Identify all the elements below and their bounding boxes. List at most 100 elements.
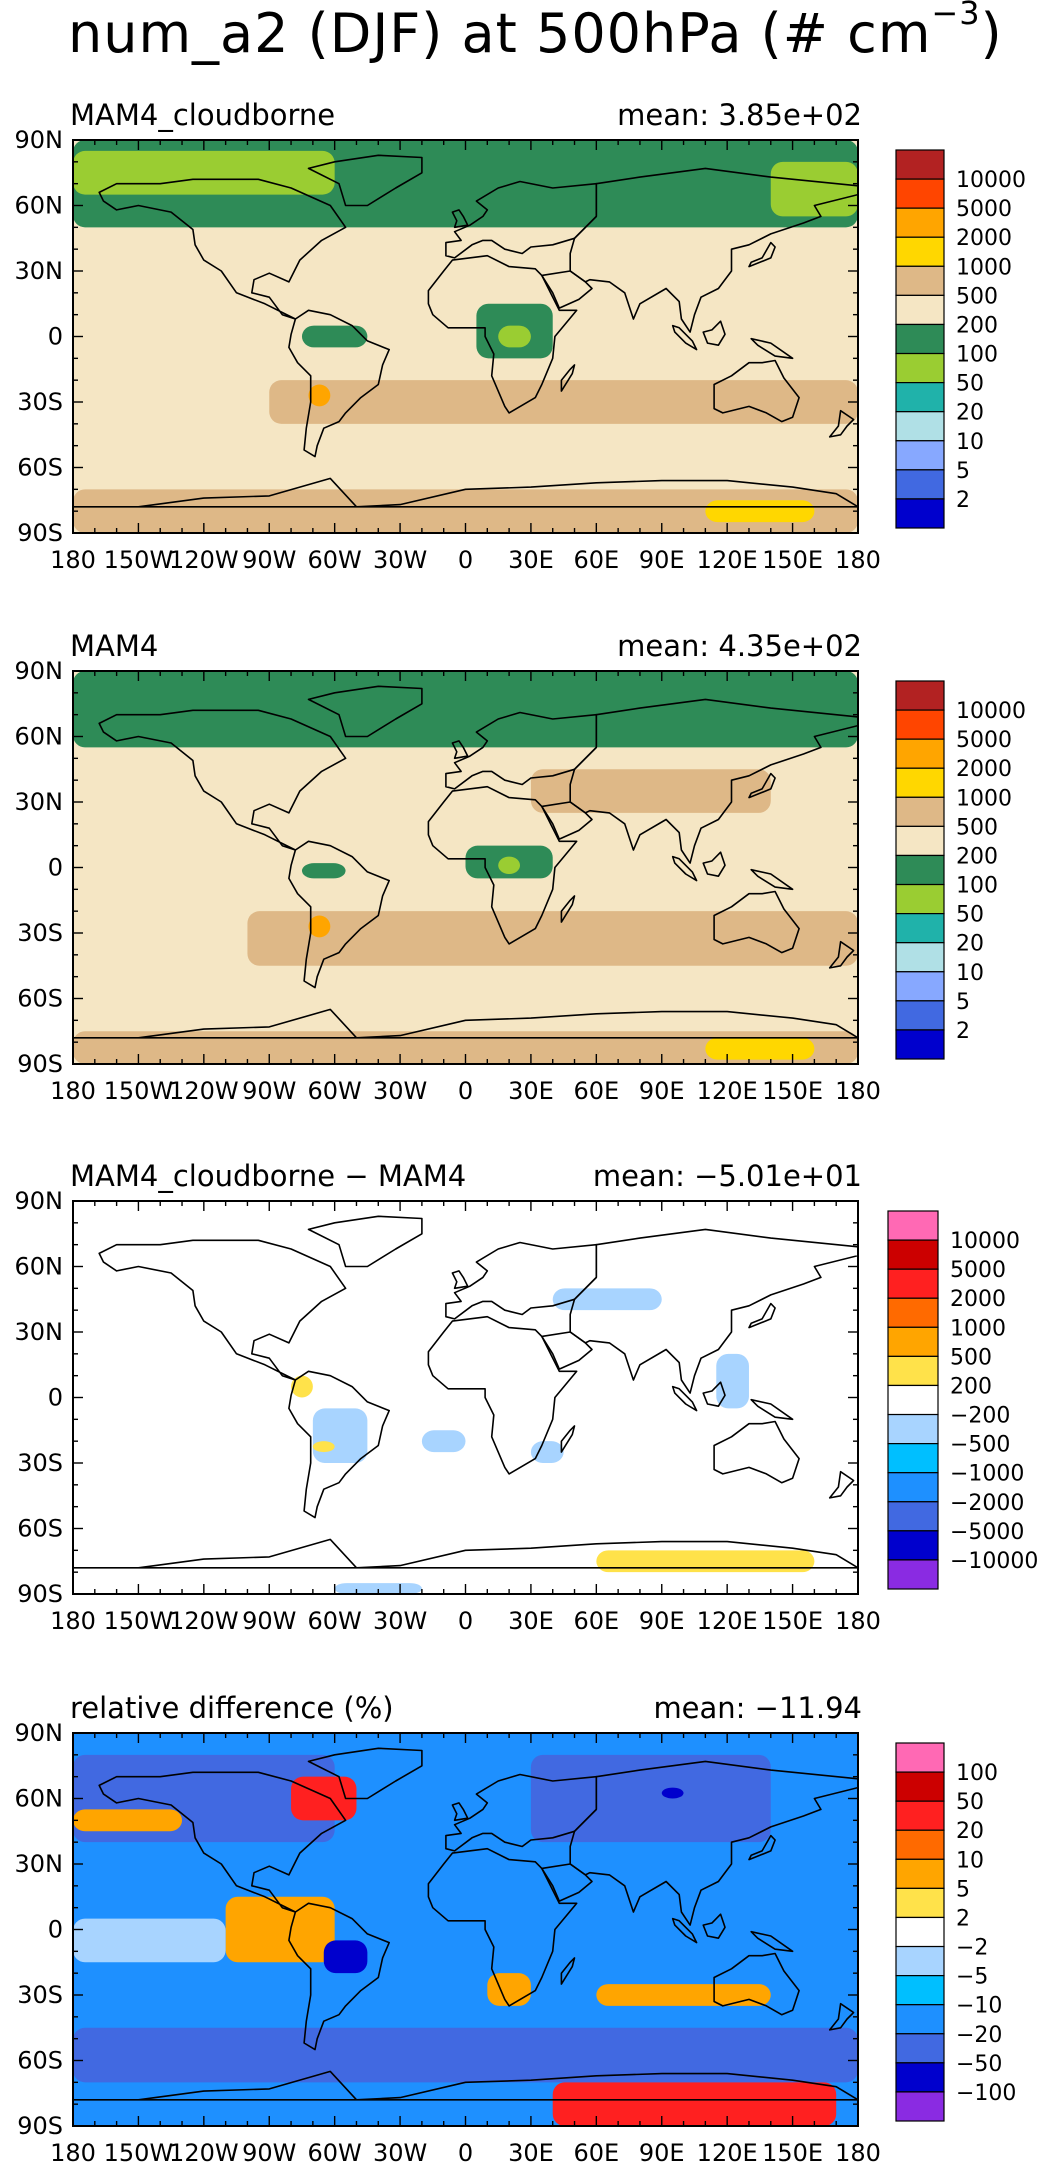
colorbar-swatch — [887, 1384, 939, 1416]
colorbar-swatch — [895, 1000, 945, 1031]
colorbar-label: −500 — [950, 1433, 1010, 1458]
colorbar-label: 50 — [956, 1790, 984, 1815]
colorbar-label: 100 — [956, 343, 998, 368]
coastline-greenland — [307, 154, 423, 207]
x-tick-label: 180 — [835, 546, 881, 574]
coastline-new-guinea — [750, 1398, 794, 1421]
coastline-borneo — [702, 851, 726, 878]
colorbar-label: 1000 — [956, 786, 1012, 811]
x-tick-label: 120E — [697, 1077, 758, 1105]
coastlines — [73, 685, 858, 1039]
field-region — [301, 325, 368, 348]
colorbar-label: 100 — [956, 874, 998, 899]
y-tick-label: 90S — [17, 2112, 63, 2140]
colorbar-swatch — [887, 1210, 939, 1241]
colorbar-label: 2000 — [950, 1287, 1006, 1312]
panel-mean-label: mean: 3.85e+02 — [617, 98, 862, 132]
panel-title: relative difference (%) — [70, 1691, 394, 1725]
x-tick-label: 150W — [104, 1077, 174, 1105]
coastline-japan — [748, 772, 776, 799]
field-region — [705, 500, 815, 523]
colorbar-label: −2 — [956, 1936, 988, 1961]
y-tick-label: 0 — [48, 1384, 63, 1412]
x-tick-label: 60E — [573, 1607, 619, 1635]
colorbar-swatch — [887, 1268, 939, 1299]
panel-mean-label: mean: −5.01e+01 — [592, 1159, 862, 1193]
coastline-new-guinea — [750, 337, 794, 360]
field-region — [291, 1375, 313, 1398]
coastline-madagascar — [560, 1957, 576, 1985]
panel-title: MAM4_cloudborne − MAM4 — [70, 1159, 467, 1193]
field-layer — [73, 1754, 858, 2126]
colorbar-swatch — [895, 411, 945, 442]
x-tick-label: 30W — [373, 546, 427, 574]
x-tick-label: 180 — [50, 1607, 96, 1635]
x-tick-label: 180 — [835, 1607, 881, 1635]
x-tick-label: 0 — [458, 1077, 473, 1105]
coastline-south-america — [288, 1902, 391, 2051]
y-tick-label: 30N — [15, 1318, 64, 1346]
colorbar: 10000 5000 2000 1000 500 200 100 50 20 10 5 2 — [895, 680, 1026, 1060]
colorbar-swatch — [895, 2062, 945, 2093]
x-tick-label: 120E — [697, 2139, 758, 2167]
colorbar-swatch — [895, 294, 945, 326]
coastline-africa — [427, 785, 578, 945]
field-region — [530, 1441, 564, 1463]
x-tick-label: 60W — [308, 2139, 362, 2167]
colorbar-label: 2 — [956, 1906, 970, 1931]
x-tick-label: 60E — [573, 1077, 619, 1105]
y-tick-label: 90S — [17, 519, 63, 547]
colorbar-label: 20 — [956, 401, 984, 426]
colorbar-swatch — [895, 323, 945, 355]
coastline-antarctica — [73, 1008, 858, 1039]
colorbar-label: 5 — [956, 1877, 970, 1902]
colorbar-swatch — [895, 1829, 945, 1860]
coastline-madagascar — [560, 364, 576, 392]
colorbar-swatch — [887, 1472, 939, 1503]
colorbar-label: −50 — [956, 2052, 1002, 2077]
x-tick-label: 60W — [308, 1607, 362, 1635]
colorbar-label: 500 — [956, 815, 998, 840]
coastline-new-guinea — [750, 868, 794, 891]
coastline-greenland — [307, 1215, 423, 1268]
y-tick-label: 0 — [48, 1916, 63, 1944]
coastline-uk — [451, 740, 469, 760]
colorbar-swatch — [887, 1326, 939, 1357]
x-tick-label: 150E — [762, 1607, 823, 1635]
coastline-new-guinea — [750, 1930, 794, 1953]
field-region — [301, 863, 346, 879]
coastline-japan — [748, 241, 776, 268]
x-tick-label: 90E — [639, 1077, 685, 1105]
x-tick-label: 180 — [50, 2139, 96, 2167]
colorbar-swatch — [895, 382, 945, 413]
colorbar-label: 5 — [956, 990, 970, 1015]
colorbar-label: 50 — [956, 903, 984, 928]
colorbar: 100 50 20 10 5 2 −2 −5 −10 −20 −50 −100 — [895, 1742, 1016, 2122]
x-tick-label: 30E — [508, 2139, 554, 2167]
colorbar-label: 100 — [956, 1761, 998, 1786]
x-tick-label: 90E — [639, 2139, 685, 2167]
colorbar-label: −2000 — [950, 1491, 1024, 1516]
colorbar-swatch — [895, 207, 945, 238]
colorbar-label: 10000 — [956, 168, 1026, 193]
colorbar-swatch — [895, 2033, 945, 2064]
coastline-australia — [713, 359, 800, 423]
coastline-japan — [748, 1302, 776, 1329]
colorbar-swatch — [895, 709, 945, 740]
colorbar: 10000 5000 2000 1000 500 200 100 50 20 10 5 2 — [895, 149, 1026, 529]
coastline-new-zealand — [828, 940, 855, 969]
field-region — [705, 1037, 815, 1060]
x-tick-label: 120W — [169, 546, 239, 574]
x-tick-label: 0 — [458, 2139, 473, 2167]
x-tick-label: 90E — [639, 546, 685, 574]
y-tick-label: 90N — [15, 657, 64, 685]
x-tick-label: 90E — [639, 1607, 685, 1635]
x-tick-label: 30W — [373, 1607, 427, 1635]
colorbar-swatch — [887, 1530, 939, 1561]
coastline-africa — [427, 254, 578, 414]
coastline-south-america — [288, 1370, 391, 1519]
coastline-greenland — [307, 1747, 423, 1800]
y-tick-label: 60N — [15, 723, 64, 751]
coastline-antarctica — [73, 477, 858, 508]
